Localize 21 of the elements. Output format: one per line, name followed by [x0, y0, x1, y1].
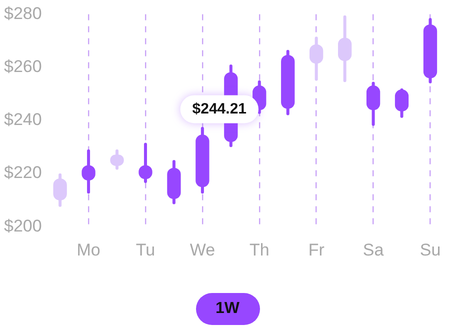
- y-tick-label: $240: [4, 110, 42, 130]
- x-tick-label: We: [190, 240, 216, 260]
- candlestick: [338, 15, 352, 82]
- y-tick-label: $280: [4, 4, 42, 23]
- x-tick-label: Su: [420, 240, 441, 260]
- x-tick-label: Fr: [308, 240, 325, 260]
- annotation: $244.21: [192, 100, 247, 118]
- y-tick-label: $220: [4, 163, 42, 182]
- candlestick: [53, 173, 67, 207]
- y-tick-label: $200: [4, 216, 42, 236]
- candlestick: [138, 142, 152, 183]
- candlestick: [310, 36, 324, 81]
- y-tick-label: $260: [4, 56, 42, 76]
- candlestick: [394, 88, 409, 118]
- candlestick: [110, 149, 124, 170]
- x-tick-label: Tu: [136, 240, 156, 260]
- text: 1W: [196, 293, 260, 325]
- candlestick: [82, 149, 96, 194]
- x-tick-label: Th: [249, 240, 270, 260]
- x-tick-label: Mo: [76, 240, 100, 260]
- x-tick-label: Sa: [362, 240, 384, 260]
